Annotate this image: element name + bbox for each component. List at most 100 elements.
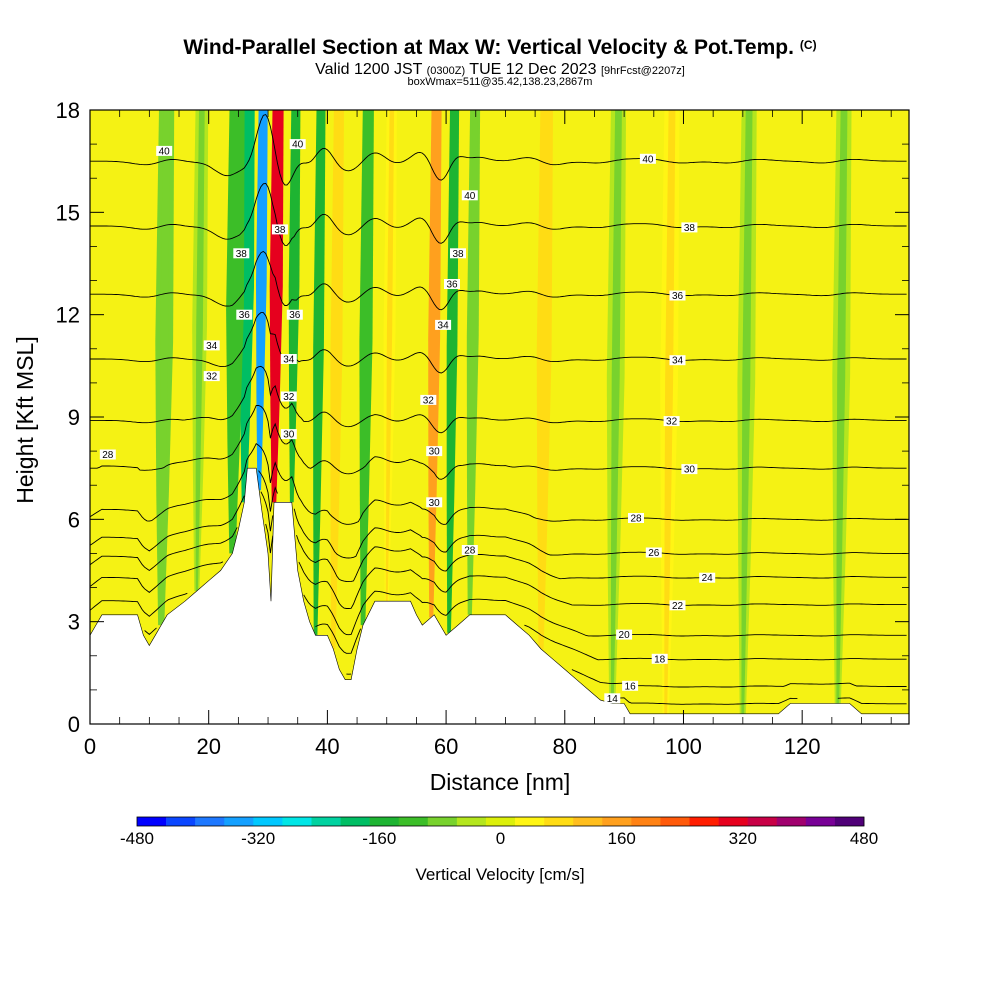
theta-label: 32: [420, 394, 437, 406]
theta-label-text: 14: [607, 694, 619, 705]
colorbar-swatch: [573, 817, 603, 826]
theta-label: 22: [669, 600, 686, 612]
velocity-core: [258, 110, 266, 491]
theta-label-bg: [639, 153, 656, 164]
colorbar-tick-label: 0: [496, 829, 505, 848]
colorbar-tick-label: 480: [850, 829, 878, 848]
theta-label-bg: [444, 279, 460, 289]
velocity-core: [195, 110, 205, 591]
velocity-core: [272, 110, 281, 503]
theta-label-bg: [604, 693, 621, 704]
theta-label: 30: [681, 464, 698, 476]
theta-label-bg: [461, 545, 478, 555]
y-tick-label: 9: [68, 405, 80, 430]
theta-contour-20: [90, 590, 907, 637]
theta-label-text: 38: [452, 249, 464, 260]
theta-label-bg: [236, 309, 253, 320]
theta-label: 16: [622, 680, 639, 692]
theta-label-bg: [435, 319, 452, 330]
theta-label-text: 30: [684, 465, 696, 476]
colorbar-swatch: [253, 817, 283, 826]
theta-label-text: 22: [672, 601, 684, 612]
colorbar-swatch: [166, 817, 196, 826]
x-tick-label: 100: [665, 734, 702, 759]
colorbar-label: Vertical Velocity [cm/s]: [415, 865, 584, 884]
theta-label-bg: [426, 446, 443, 457]
theta-label-bg: [681, 222, 698, 233]
velocity-core: [332, 110, 342, 649]
theta-label-text: 38: [236, 249, 248, 260]
theta-label-bg: [681, 464, 698, 475]
theta-label: 28: [628, 513, 644, 525]
theta-label-bg: [233, 248, 250, 259]
theta-label-bg: [286, 309, 303, 320]
theta-label-text: 40: [642, 154, 654, 165]
theta-label-text: 16: [625, 681, 637, 692]
theta-label-bg: [645, 547, 662, 558]
theta-label: 38: [681, 222, 698, 234]
colorbar-swatch: [689, 817, 719, 826]
theta-label-text: 34: [672, 356, 684, 367]
x-tick-label: 0: [84, 734, 96, 759]
theta-label-bg: [99, 449, 116, 460]
theta-label: 34: [669, 355, 686, 367]
colorbar-swatch: [195, 817, 225, 826]
theta-label: 36: [236, 309, 253, 321]
theta-label: 32: [280, 391, 297, 403]
velocity-core: [385, 110, 395, 602]
theta-label-bg: [203, 371, 220, 382]
theta-label-text: 24: [702, 573, 714, 584]
theta-label-text: 30: [429, 498, 441, 509]
chart-subtitle: Valid 1200 JST (0300Z) TUE 12 Dec 2023 […: [0, 61, 1000, 79]
theta-label-bg: [669, 355, 686, 366]
theta-label: 34: [435, 319, 452, 331]
theta-label-text: 20: [619, 630, 631, 641]
theta-contour-40: [90, 113, 907, 186]
theta-contour-26: [90, 470, 907, 559]
theta-label: 24: [699, 572, 716, 584]
colorbar-swatch: [398, 817, 429, 826]
y-tick-label: 6: [68, 507, 80, 532]
y-tick-label: 12: [56, 303, 80, 328]
theta-label-bg: [616, 629, 633, 640]
theta-label-bg: [280, 391, 297, 402]
theta-contour-18: [144, 623, 907, 661]
theta-label: 26: [645, 547, 662, 559]
colorbar-frame: [136, 816, 865, 827]
colorbar-swatch: [485, 817, 516, 826]
theta-label-bg: [280, 429, 297, 440]
colorbar-tick-label: -160: [362, 829, 396, 848]
y-tick-label: 15: [56, 200, 80, 225]
theta-label: 30: [426, 446, 443, 458]
colorbar-swatch: [544, 817, 574, 826]
colorbar-tick-label: -480: [120, 829, 154, 848]
theta-contour-36: [90, 250, 907, 311]
velocity-core: [314, 110, 323, 636]
theta-label: 30: [426, 497, 443, 509]
x-axis: 0 20 40 60 80 100 120: [84, 110, 892, 759]
theta-label: 32: [203, 371, 220, 383]
theta-contour-24: [90, 491, 907, 583]
velocity-core: [741, 110, 753, 714]
colorbar-swatch: [631, 817, 661, 826]
theta-label: 38: [450, 248, 466, 260]
velocity-core: [430, 110, 439, 618]
theta-label-text: 32: [206, 372, 218, 383]
x-axis-label: Distance [nm]: [430, 769, 571, 795]
theta-label-text: 34: [283, 355, 295, 366]
theta-label-text: 28: [630, 514, 642, 525]
colorbar-swatch: [660, 817, 690, 826]
theta-label-text: 40: [464, 191, 476, 202]
subtitle-date: TUE 12 Dec 2023: [469, 61, 597, 78]
theta-label-bg: [271, 224, 288, 235]
theta-contour-34: [90, 312, 907, 374]
theta-label-text: 30: [283, 430, 295, 441]
theta-contour-28: [90, 443, 907, 525]
theta-label-bg: [289, 139, 306, 150]
colorbar-swatch: [369, 817, 400, 826]
colorbar-swatch: [311, 817, 341, 826]
theta-label-text: 28: [464, 546, 476, 557]
velocity-core: [836, 110, 848, 704]
